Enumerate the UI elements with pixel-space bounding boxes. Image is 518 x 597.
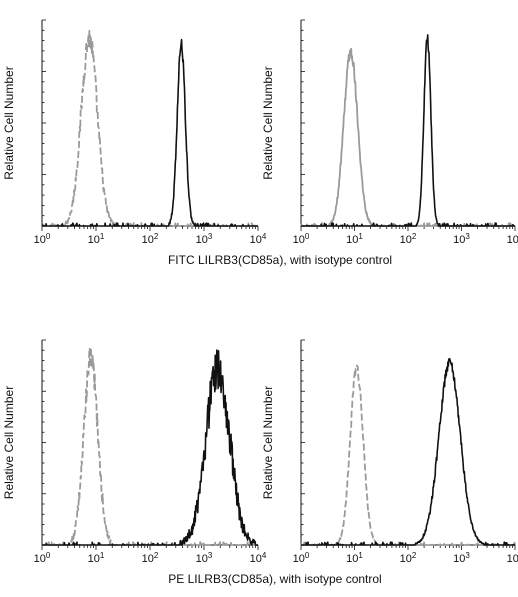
- x-tick-label: 101: [88, 551, 105, 565]
- x-tick-label: 104: [507, 232, 518, 246]
- antibody-histogram-line: [300, 34, 516, 227]
- isotype-control-histogram-line: [300, 47, 516, 227]
- y-axis-label: Relative Cell Number: [2, 66, 16, 179]
- histogram-panel-top-left: 100 101 102 103 104 Relative Cell Number: [2, 19, 267, 246]
- y-axis-label: Relative Cell Number: [261, 66, 275, 179]
- x-tick-label: 101: [346, 551, 363, 565]
- x-tick-label: 101: [88, 232, 105, 246]
- isotype-control-histogram-line: [41, 29, 259, 227]
- isotype-control-histogram-line: [300, 364, 516, 546]
- x-tick-label: 104: [507, 551, 518, 565]
- x-tick-label: 101: [346, 232, 363, 246]
- x-tick-label: 102: [142, 232, 159, 246]
- x-tick-label: 102: [400, 232, 417, 246]
- antibody-histogram-line: [300, 357, 516, 546]
- histogram-panel-top-right: 100 101 102 103 104 Relative Cell Number: [261, 19, 518, 246]
- y-axis-label: Relative Cell Number: [2, 386, 16, 499]
- x-tick-label: 100: [293, 232, 310, 246]
- x-tick-label: 103: [196, 551, 213, 565]
- x-tick-label: 100: [293, 551, 310, 565]
- antibody-histogram-line: [41, 38, 259, 227]
- antibody-histogram-line: [41, 349, 259, 546]
- row-2-xlabel: PE LILRB3(CD85a), with isotype control: [168, 572, 381, 586]
- x-tick-label: 104: [250, 551, 267, 565]
- x-tick-label: 100: [34, 551, 51, 565]
- row-1-xlabel: FITC LILRB3(CD85a), with isotype control: [168, 253, 392, 267]
- x-tick-label: 100: [34, 232, 51, 246]
- isotype-control-histogram-line: [41, 347, 259, 546]
- x-tick-label: 102: [142, 551, 159, 565]
- x-tick-label: 103: [196, 232, 213, 246]
- x-tick-label: 102: [400, 551, 417, 565]
- histogram-panel-bottom-left: 100 101 102 103 104 Relative Cell Number: [2, 339, 267, 565]
- x-tick-label: 103: [453, 551, 470, 565]
- y-axis-label: Relative Cell Number: [261, 386, 275, 499]
- histogram-panel-bottom-right: 100 101 102 103 104 Relative Cell Number: [261, 339, 518, 565]
- x-tick-label: 104: [250, 232, 267, 246]
- x-tick-label: 103: [453, 232, 470, 246]
